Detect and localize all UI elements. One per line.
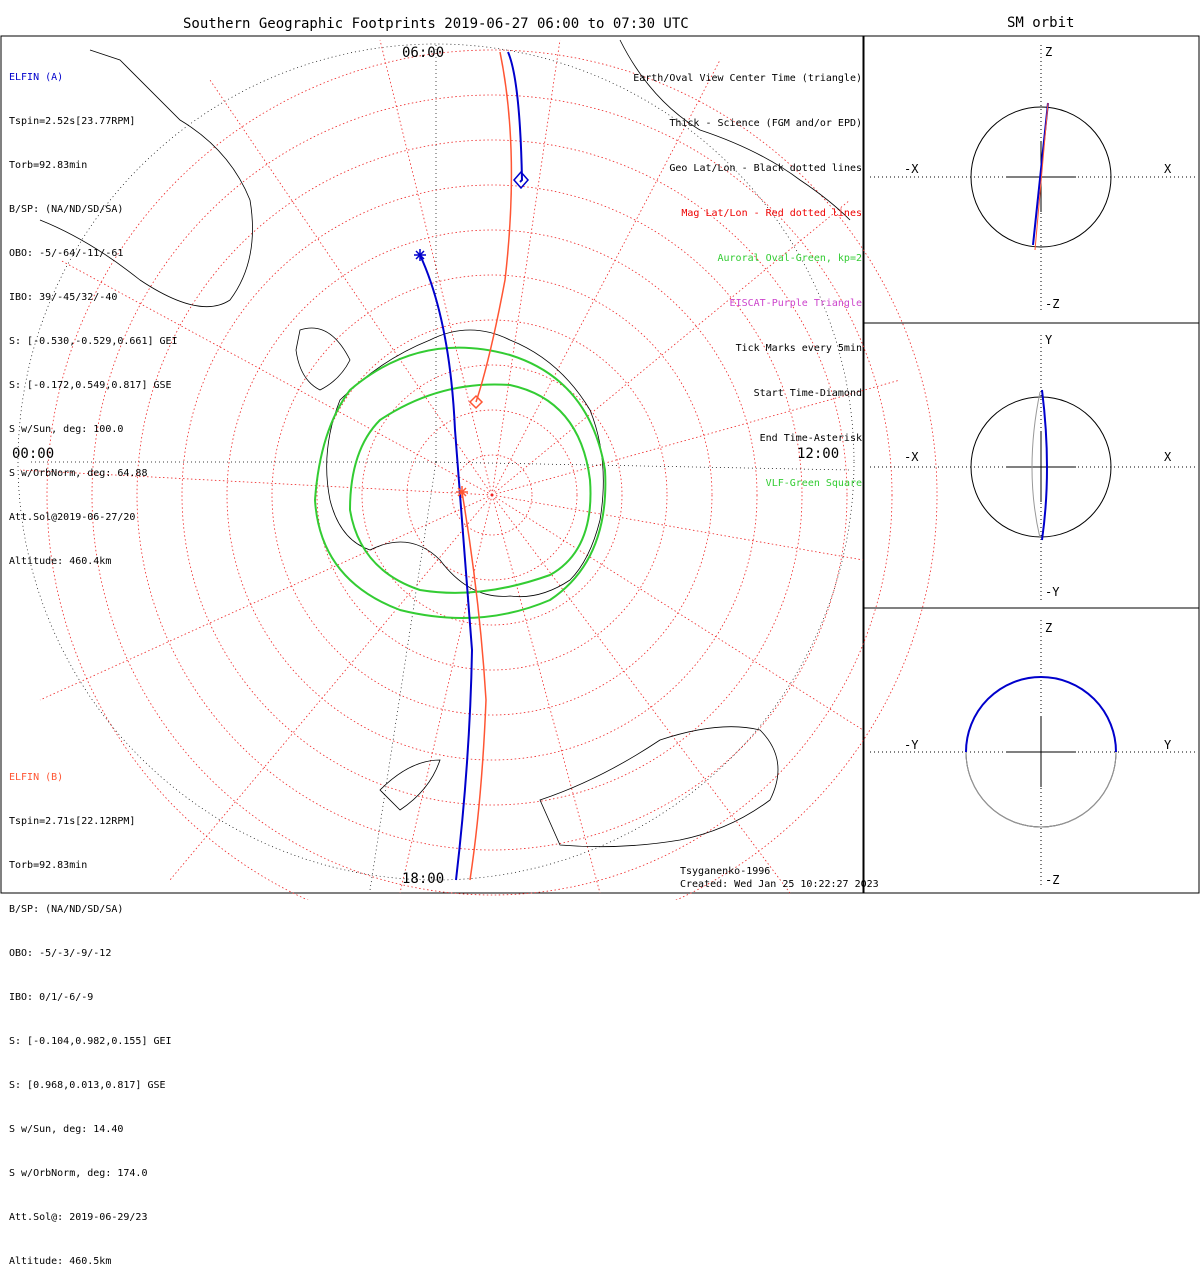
time-label-bottom: 18:00	[402, 871, 445, 887]
time-label-top: 06:00	[402, 45, 445, 61]
panel3-down: -Z	[1045, 873, 1060, 887]
south-america-coast	[39, 49, 253, 308]
australia-coast	[539, 726, 779, 848]
legend-item: Geo Lat/Lon - Black dotted lines	[669, 163, 862, 174]
elfin-b-info: ELFIN (B) Tspin=2.71s[22.12RPM] Torb=92.…	[9, 741, 172, 1285]
legend-item: Auroral Oval-Green, kp=2	[717, 253, 863, 264]
elfin-b-line: S: [0.968,0.013,0.817] GSE	[9, 1080, 166, 1091]
elfin-a-line: IBO: 39/-45/32/-40	[9, 292, 118, 303]
elfin-a-line: S w/Sun, deg: 100.0	[9, 424, 124, 435]
panel2-right: X	[1164, 450, 1172, 464]
elfin-a-info: ELFIN (A) Tspin=2.52s[23.77RPM] Torb=92.…	[9, 41, 178, 585]
panel3-left: -Y	[904, 738, 919, 752]
panel3-right: Y	[1164, 738, 1172, 752]
elfin-b-line: OBO: -5/-3/-9/-12	[9, 948, 112, 959]
footprint-map	[0, 35, 1200, 900]
peninsula-coast	[295, 327, 351, 391]
elfin-a-line: Att.Sol@2019-06-27/20	[9, 512, 136, 523]
elfin-b-line: S: [-0.104,0.982,0.155] GEI	[9, 1036, 172, 1047]
panel1-down: -Z	[1045, 297, 1060, 311]
elfin-b-start-diamond	[468, 394, 484, 410]
elfin-b-track	[461, 51, 513, 881]
elfin-a-start-diamond	[513, 170, 529, 190]
elfin-b-line: B/SP: (NA/ND/SD/SA)	[9, 904, 124, 915]
elfin-b-end-asterisk	[456, 486, 468, 498]
elfin-a-line: Tspin=2.52s[23.77RPM]	[9, 116, 136, 127]
elfin-b-line: Att.Sol@: 2019-06-29/23	[9, 1212, 148, 1223]
orbit-title: SM orbit	[1007, 15, 1075, 31]
legend-item: Start Time-Diamond	[753, 388, 862, 399]
elfin-a-line: S: [-0.172,0.549,0.817] GSE	[9, 380, 172, 391]
elfin-a-line: B/SP: (NA/ND/SD/SA)	[9, 204, 124, 215]
new-zealand-coast	[379, 759, 441, 811]
panel2-down: -Y	[1045, 585, 1060, 599]
antarctica-coast	[326, 329, 604, 597]
time-label-left: 00:00	[12, 446, 55, 462]
orbit-panel-2	[870, 335, 1195, 600]
legend: Earth/Oval View Center Time (triangle) T…	[633, 42, 862, 508]
legend-item: Mag Lat/Lon - Red dotted lines	[681, 208, 862, 219]
auroral-oval-inner	[348, 383, 592, 594]
orbit-panel-3	[870, 620, 1195, 885]
legend-item: EISCAT-Purple Triangle	[729, 298, 862, 309]
elfin-a-line: Altitude: 460.4km	[9, 556, 112, 567]
panel1-right: X	[1164, 162, 1172, 176]
elfin-b-line: S w/OrbNorm, deg: 174.0	[9, 1168, 148, 1179]
mag-lat-circles	[46, 49, 938, 900]
panel2-left: -X	[904, 450, 919, 464]
elfin-b-line: IBO: 0/1/-6/-9	[9, 992, 94, 1003]
elfin-b-line: S w/Sun, deg: 14.40	[9, 1124, 124, 1135]
legend-item: End Time-Asterisk	[759, 433, 862, 444]
panel2-up: Y	[1045, 333, 1053, 347]
created-label: Created: Wed Jan 25 10:22:27 2023	[680, 879, 879, 890]
elfin-a-end-asterisk	[414, 249, 426, 261]
panel3-up: Z	[1045, 621, 1053, 635]
elfin-b-line: Tspin=2.71s[22.12RPM]	[9, 816, 136, 827]
legend-item: Tick Marks every 5min	[735, 343, 862, 354]
orbit-panel-1	[870, 45, 1195, 310]
elfin-b-name: ELFIN (B)	[9, 772, 64, 783]
legend-item: Thick - Science (FGM and/or EPD)	[669, 118, 862, 129]
model-label: Tsyganenko-1996	[680, 866, 771, 877]
time-label-right: 12:00	[797, 446, 840, 462]
elfin-b-line: Torb=92.83min	[9, 860, 88, 871]
elfin-a-name: ELFIN (A)	[9, 72, 64, 83]
elfin-b-line: Altitude: 460.5km	[9, 1256, 112, 1267]
elfin-a-line: Torb=92.83min	[9, 160, 88, 171]
legend-item: VLF-Green Square	[765, 478, 862, 489]
orbit-frame	[863, 35, 1200, 894]
panel1-left: -X	[904, 162, 919, 176]
mag-lon-lines	[19, 39, 901, 894]
elfin-a-line: S: [-0.530,-0.529,0.661] GEI	[9, 336, 178, 347]
elfin-a-line: S w/OrbNorm, deg: 64.88	[9, 468, 148, 479]
legend-item: Earth/Oval View Center Time (triangle)	[633, 73, 862, 84]
page-title: Southern Geographic Footprints 2019-06-2…	[183, 16, 689, 32]
africa-coast	[619, 39, 851, 221]
panel1-up: Z	[1045, 45, 1053, 59]
map-frame	[0, 35, 864, 894]
geo-grid	[17, 43, 855, 891]
auroral-oval-outer	[313, 346, 607, 619]
elfin-a-line: OBO: -5/-64/-11/-61	[9, 248, 124, 259]
